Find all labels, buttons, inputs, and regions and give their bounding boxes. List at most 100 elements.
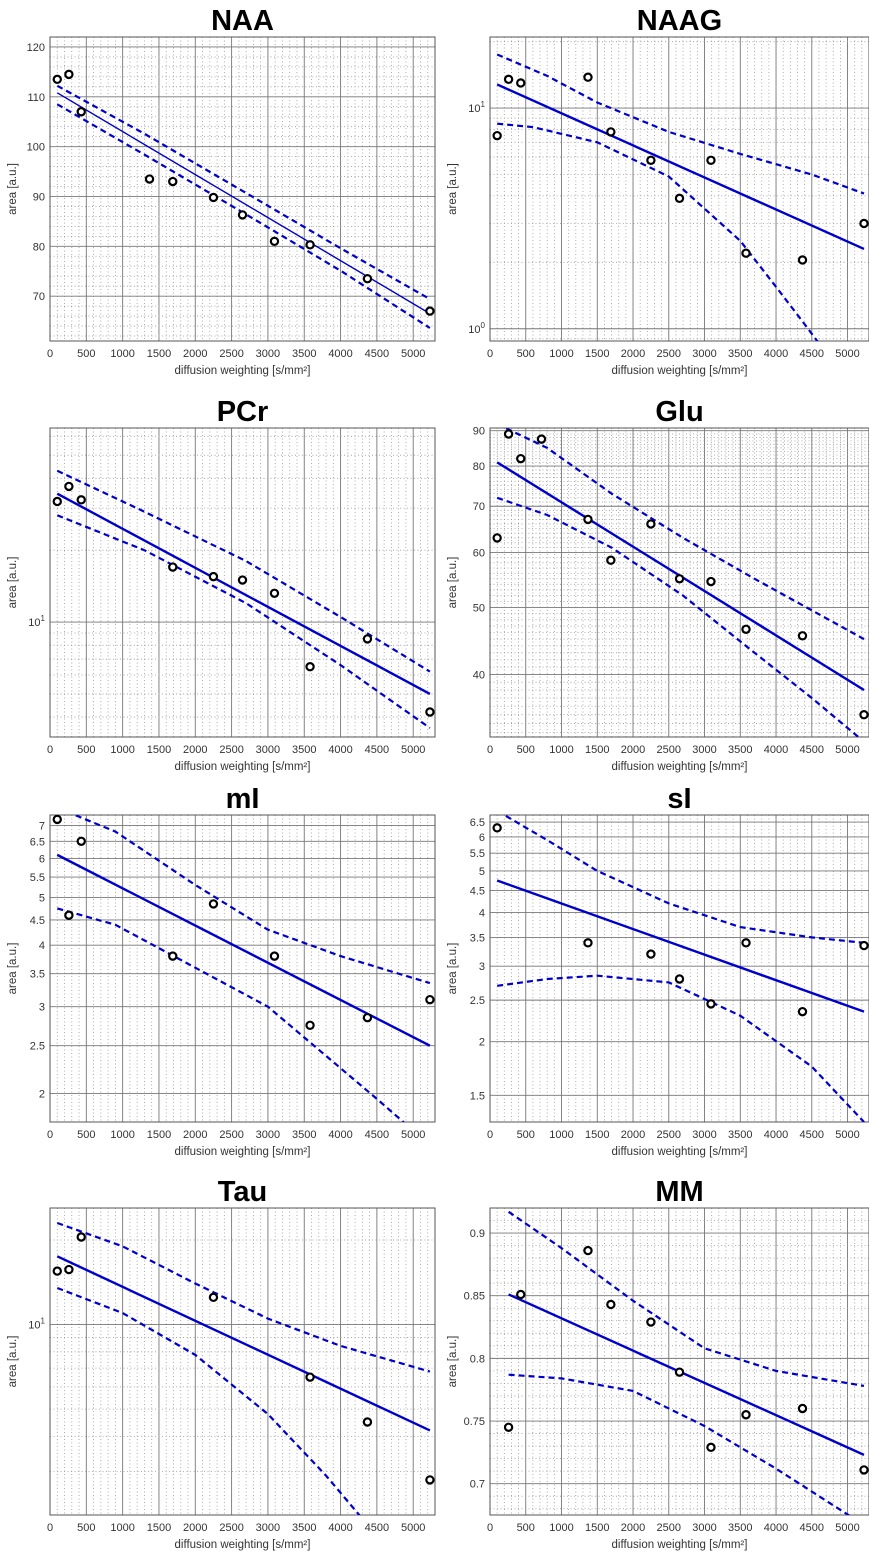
ci-upper-line bbox=[71, 815, 431, 985]
data-point bbox=[583, 938, 593, 948]
x-tick-label: 3000 bbox=[256, 1129, 280, 1141]
y-tick-label: 3 bbox=[479, 961, 485, 973]
x-tick-label: 4000 bbox=[764, 348, 788, 360]
data-point bbox=[706, 999, 716, 1009]
x-tick-label: 3500 bbox=[728, 1129, 752, 1141]
x-tick-label: 2500 bbox=[657, 744, 681, 756]
ci-lower-line bbox=[497, 122, 819, 341]
data-point bbox=[425, 1475, 435, 1485]
data-point bbox=[797, 1403, 808, 1414]
data-point bbox=[859, 940, 869, 951]
panel-glu: 0 500 1000 1500 2000 2500 3000 3500 4000 4500 5000… bbox=[447, 396, 869, 773]
ci-lower-line bbox=[57, 907, 406, 1122]
x-tick-label: 1500 bbox=[147, 1522, 171, 1534]
data-point bbox=[269, 588, 280, 598]
axes-box bbox=[489, 814, 869, 1123]
ci-upper-line bbox=[56, 1221, 431, 1373]
x-tick-label: 3500 bbox=[292, 1522, 316, 1534]
x-tick-label: 5000 bbox=[401, 1129, 425, 1141]
panel-title: mI bbox=[226, 783, 260, 815]
x-axis-label: diffusion weighting [s/mm²] bbox=[612, 761, 748, 773]
data-point bbox=[305, 1020, 315, 1031]
x-tick-label: 1000 bbox=[110, 1522, 134, 1534]
y-tick-label: 0.9 bbox=[470, 1228, 485, 1240]
data-point bbox=[362, 634, 373, 644]
data-point bbox=[76, 495, 86, 505]
data-point bbox=[52, 1266, 62, 1276]
y-tick-label: 60 bbox=[473, 548, 485, 560]
data-point bbox=[362, 1012, 373, 1023]
x-tick-label: 2500 bbox=[219, 744, 243, 756]
ci-upper-line bbox=[56, 84, 431, 301]
x-tick-label: 4500 bbox=[800, 348, 824, 360]
x-tick-label: 2000 bbox=[183, 1129, 207, 1141]
data-points bbox=[52, 814, 435, 1031]
data-point bbox=[76, 107, 86, 117]
data-point bbox=[606, 127, 616, 137]
data-point bbox=[741, 1410, 751, 1420]
x-tick-label: 4000 bbox=[328, 348, 352, 360]
y-tick-label: 110 bbox=[27, 92, 45, 104]
y-tick-label: 6 bbox=[479, 832, 485, 844]
data-point bbox=[208, 571, 219, 582]
panel-title: Tau bbox=[218, 1176, 267, 1208]
grid bbox=[490, 428, 869, 737]
x-tick-label: 4500 bbox=[365, 744, 389, 756]
x-tick-label: 1500 bbox=[585, 1129, 609, 1141]
x-tick-label: 4500 bbox=[365, 348, 389, 360]
x-axis-label: diffusion weighting [s/mm²] bbox=[175, 1539, 311, 1551]
x-tick-label: 4500 bbox=[800, 1129, 824, 1141]
panel-tau: 0 500 1000 1500 2000 2500 3000 3500 4000 4500 5000… bbox=[7, 1176, 436, 1551]
y-tick-label: 120 bbox=[27, 42, 45, 54]
data-point bbox=[64, 1264, 74, 1275]
data-point bbox=[674, 574, 685, 584]
data-point bbox=[674, 193, 685, 204]
y-tick-label: 7 bbox=[39, 820, 45, 832]
data-point bbox=[305, 662, 315, 672]
data-point bbox=[52, 814, 62, 825]
fit-line bbox=[508, 1293, 865, 1456]
x-tick-label: 3500 bbox=[728, 348, 752, 360]
data-point bbox=[503, 1422, 514, 1432]
data-point bbox=[741, 938, 751, 948]
data-point bbox=[492, 130, 502, 141]
data-point bbox=[516, 453, 526, 464]
data-point bbox=[208, 192, 219, 203]
y-tick-label: 70 bbox=[33, 291, 45, 303]
grid bbox=[50, 1208, 435, 1515]
data-layer bbox=[56, 1221, 431, 1515]
data-point bbox=[674, 974, 685, 984]
y-tick-label: 2.5 bbox=[470, 995, 485, 1007]
x-tick-label: 0 bbox=[487, 348, 493, 360]
panel-si: 0 500 1000 1500 2000 2500 3000 3500 4000 4500 5000… bbox=[447, 783, 869, 1158]
data-point bbox=[583, 1245, 593, 1256]
x-tick-label: 4000 bbox=[328, 744, 352, 756]
x-tick-label: 4500 bbox=[800, 1522, 824, 1534]
x-tick-label: 3500 bbox=[292, 744, 316, 756]
data-point bbox=[741, 248, 751, 258]
y-tick-label: 4.5 bbox=[30, 915, 45, 927]
y-tick-label: 5 bbox=[39, 892, 45, 904]
data-point bbox=[76, 836, 86, 846]
data-point bbox=[76, 1232, 86, 1242]
x-tick-label: 3000 bbox=[692, 1129, 716, 1141]
data-point bbox=[606, 1299, 616, 1310]
panel-title: PCr bbox=[217, 396, 269, 428]
x-tick-label: 1000 bbox=[549, 1129, 573, 1141]
data-point bbox=[646, 1317, 656, 1327]
x-tick-label: 2500 bbox=[657, 1522, 681, 1534]
x-tick-label: 5000 bbox=[835, 1129, 859, 1141]
x-tick-label: 1000 bbox=[110, 348, 134, 360]
data-point bbox=[237, 575, 248, 585]
x-tick-label: 1000 bbox=[549, 348, 573, 360]
x-tick-label: 1500 bbox=[585, 744, 609, 756]
x-tick-label: 2000 bbox=[621, 1129, 645, 1141]
data-point bbox=[64, 910, 74, 920]
ci-lower-line bbox=[56, 103, 431, 329]
x-tick-label: 3500 bbox=[292, 1129, 316, 1141]
panel-mi: 0 500 1000 1500 2000 2500 3000 3500 4000 4500 5000… bbox=[7, 783, 436, 1158]
x-tick-label: 3000 bbox=[256, 1522, 280, 1534]
x-tick-label: 0 bbox=[47, 348, 53, 360]
data-point bbox=[797, 1006, 808, 1017]
y-tick-label: 3.5 bbox=[30, 969, 45, 981]
